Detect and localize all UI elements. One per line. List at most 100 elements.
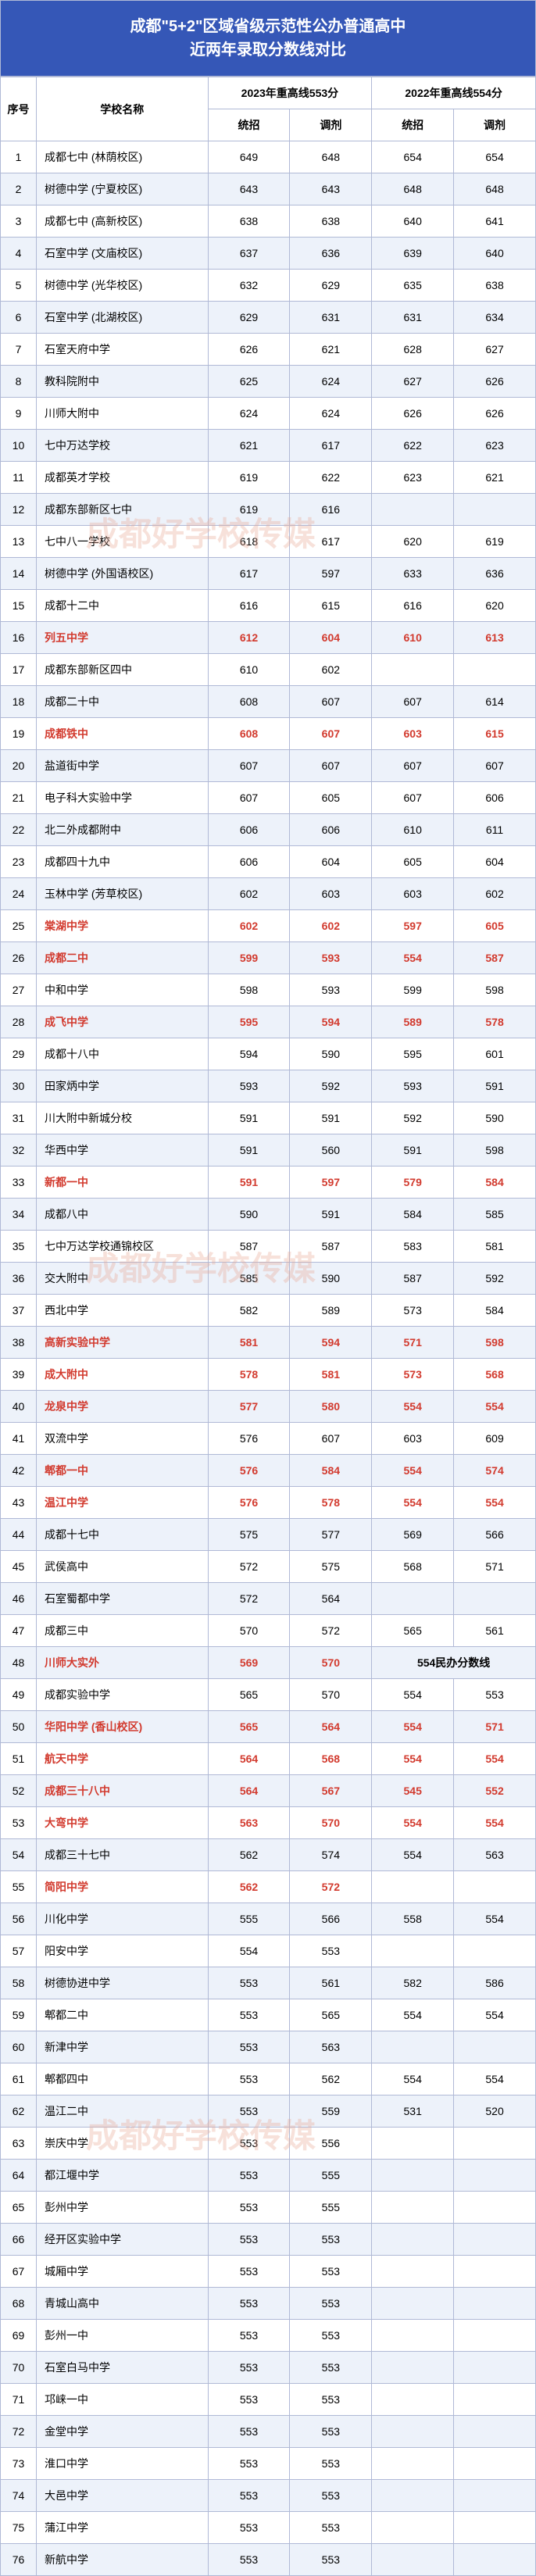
- table-row: 35七中万达学校通锦校区587587583581: [1, 1231, 536, 1263]
- cell-idx: 61: [1, 2063, 37, 2095]
- cell-2022-tj: 613: [454, 622, 536, 654]
- cell-2022-tz: 558: [372, 1903, 454, 1935]
- cell-idx: 6: [1, 302, 37, 334]
- cell-2022-tj: 554: [454, 1391, 536, 1423]
- cell-2022-tj: [454, 2128, 536, 2160]
- cell-2022-tz: 573: [372, 1295, 454, 1327]
- cell-2023-tz: 553: [208, 2480, 290, 2512]
- cell-2023-tj: 565: [290, 1999, 372, 2031]
- table-row: 45武侯高中572575568571: [1, 1551, 536, 1583]
- cell-idx: 38: [1, 1327, 37, 1359]
- cell-idx: 16: [1, 622, 37, 654]
- cell-2022-tz: 554: [372, 2063, 454, 2095]
- cell-2022-tz: 640: [372, 205, 454, 238]
- cell-2022-tz: 531: [372, 2095, 454, 2128]
- table-row: 15成都十二中616615616620: [1, 590, 536, 622]
- cell-2023-tj: 605: [290, 782, 372, 814]
- cell-2022-tj: 648: [454, 173, 536, 205]
- cell-name: 彭州一中: [36, 2320, 208, 2352]
- table-row: 57阳安中学554553: [1, 1935, 536, 1967]
- cell-2023-tj: 648: [290, 141, 372, 173]
- cell-2022-tz: 595: [372, 1038, 454, 1070]
- cell-2022-tj: 601: [454, 1038, 536, 1070]
- cell-2023-tz: 593: [208, 1070, 290, 1102]
- cell-name: 树德中学 (外国语校区): [36, 558, 208, 590]
- cell-2023-tz: 577: [208, 1391, 290, 1423]
- cell-2022-tj: [454, 2192, 536, 2224]
- table-row: 29成都十八中594590595601: [1, 1038, 536, 1070]
- cell-idx: 47: [1, 1615, 37, 1647]
- table-row: 68青城山高中553553: [1, 2288, 536, 2320]
- cell-name: 列五中学: [36, 622, 208, 654]
- table-row: 40龙泉中学577580554554: [1, 1391, 536, 1423]
- cell-2022-tz: 565: [372, 1615, 454, 1647]
- cell-2022-tj: [454, 2320, 536, 2352]
- cell-idx: 69: [1, 2320, 37, 2352]
- cell-2022-tz: [372, 2512, 454, 2544]
- cell-idx: 31: [1, 1102, 37, 1134]
- cell-name: 中和中学: [36, 974, 208, 1006]
- table-row: 49成都实验中学565570554553: [1, 1679, 536, 1711]
- table-row: 4石室中学 (文庙校区)637636639640: [1, 238, 536, 270]
- cell-2022-tz: 554: [372, 1839, 454, 1871]
- table-row: 60新津中学553563: [1, 2031, 536, 2063]
- cell-idx: 44: [1, 1519, 37, 1551]
- cell-2023-tj: 553: [290, 2224, 372, 2256]
- cell-merged-note: 554民办分数线: [372, 1647, 536, 1679]
- cell-2023-tz: 619: [208, 462, 290, 494]
- cell-2022-tj: [454, 2480, 536, 2512]
- cell-2023-tz: 553: [208, 1967, 290, 1999]
- cell-idx: 26: [1, 942, 37, 974]
- cell-2023-tj: 629: [290, 270, 372, 302]
- cell-2023-tz: 576: [208, 1423, 290, 1455]
- cell-2022-tz: 610: [372, 622, 454, 654]
- cell-2022-tz: [372, 2031, 454, 2063]
- cell-2022-tj: [454, 1871, 536, 1903]
- cell-idx: 43: [1, 1487, 37, 1519]
- cell-2023-tz: 608: [208, 718, 290, 750]
- cell-name: 新航中学: [36, 2544, 208, 2576]
- cell-2023-tz: 612: [208, 622, 290, 654]
- cell-2023-tj: 567: [290, 1775, 372, 1807]
- cell-2023-tz: 638: [208, 205, 290, 238]
- cell-name: 成都东部新区四中: [36, 654, 208, 686]
- cell-2023-tz: 585: [208, 1263, 290, 1295]
- cell-2023-tj: 621: [290, 334, 372, 366]
- cell-2022-tj: 598: [454, 1134, 536, 1167]
- cell-2022-tj: 638: [454, 270, 536, 302]
- header-idx: 序号: [1, 77, 37, 141]
- cell-2022-tj: [454, 2224, 536, 2256]
- cell-2022-tj: 605: [454, 910, 536, 942]
- cell-2022-tj: [454, 2384, 536, 2416]
- cell-2022-tj: 627: [454, 334, 536, 366]
- cell-name: 树德中学 (光华校区): [36, 270, 208, 302]
- cell-name: 成都八中: [36, 1199, 208, 1231]
- cell-name: 华阳中学 (香山校区): [36, 1711, 208, 1743]
- cell-2023-tz: 608: [208, 686, 290, 718]
- cell-2023-tj: 570: [290, 1647, 372, 1679]
- cell-2022-tj: 654: [454, 141, 536, 173]
- cell-2022-tj: [454, 1935, 536, 1967]
- cell-name: 成都十七中: [36, 1519, 208, 1551]
- cell-2022-tj: 561: [454, 1615, 536, 1647]
- cell-2023-tz: 606: [208, 814, 290, 846]
- cell-idx: 48: [1, 1647, 37, 1679]
- cell-name: 阳安中学: [36, 1935, 208, 1967]
- table-row: 47成都三中570572565561: [1, 1615, 536, 1647]
- table-row: 50华阳中学 (香山校区)565564554571: [1, 1711, 536, 1743]
- cell-2023-tz: 553: [208, 2256, 290, 2288]
- cell-2022-tz: [372, 654, 454, 686]
- cell-name: 树德中学 (宁夏校区): [36, 173, 208, 205]
- cell-2023-tj: 607: [290, 750, 372, 782]
- cell-idx: 76: [1, 2544, 37, 2576]
- cell-name: 成都七中 (高新校区): [36, 205, 208, 238]
- cell-name: 成都十八中: [36, 1038, 208, 1070]
- cell-2022-tj: 619: [454, 526, 536, 558]
- cell-2022-tz: [372, 2320, 454, 2352]
- cell-2022-tz: 622: [372, 430, 454, 462]
- cell-idx: 35: [1, 1231, 37, 1263]
- cell-2023-tj: 607: [290, 1423, 372, 1455]
- cell-2023-tz: 582: [208, 1295, 290, 1327]
- cell-2023-tj: 622: [290, 462, 372, 494]
- cell-name: 新津中学: [36, 2031, 208, 2063]
